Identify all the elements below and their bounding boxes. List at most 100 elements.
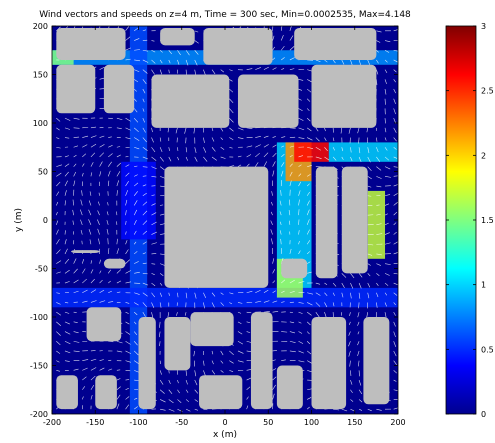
building	[203, 27, 273, 65]
wind-vector	[281, 290, 285, 294]
wind-vector	[56, 331, 61, 336]
wind-vector	[142, 311, 146, 317]
wind-vector	[64, 190, 67, 196]
wind-vector	[332, 156, 337, 161]
x-tick-label: 200	[390, 418, 405, 427]
wind-vector	[279, 230, 282, 235]
wind-vector	[246, 163, 250, 167]
x-tick-label: 0	[222, 418, 227, 427]
wind-vector	[271, 191, 273, 196]
wind-vector	[298, 79, 304, 81]
wind-vector	[108, 368, 113, 371]
wind-vector	[168, 389, 173, 394]
wind-vector	[56, 249, 61, 255]
wind-vector	[175, 127, 178, 134]
wind-vector	[358, 408, 363, 411]
wind-vector	[133, 108, 138, 113]
wind-vector	[73, 171, 77, 177]
wind-vector	[270, 211, 273, 216]
wind-vector	[194, 389, 199, 394]
wind-vector	[306, 350, 312, 355]
wind-vector	[263, 289, 269, 294]
wind-vector	[246, 68, 253, 70]
wind-vector	[125, 155, 129, 158]
wind-vector	[159, 292, 163, 297]
wind-vector	[64, 230, 66, 235]
wind-vector	[97, 210, 100, 216]
wind-vector	[108, 153, 113, 158]
building	[56, 27, 126, 60]
wind-vector	[376, 263, 381, 266]
wind-vector	[393, 273, 398, 275]
wind-vector	[56, 260, 62, 264]
wind-vector	[97, 201, 100, 206]
wind-vector	[90, 152, 96, 158]
wind-vector	[306, 183, 310, 187]
wind-vector	[73, 368, 79, 371]
wind-vector	[281, 301, 285, 303]
wind-vector	[142, 175, 147, 177]
wind-speed-zone	[121, 161, 156, 240]
wind-vector	[367, 292, 370, 299]
wind-vector	[272, 368, 277, 371]
wind-vector	[72, 220, 74, 225]
wind-vector	[73, 145, 79, 148]
building	[86, 307, 122, 342]
wind-vector	[81, 190, 83, 196]
wind-vector	[151, 156, 157, 161]
wind-vector	[80, 219, 83, 225]
wind-vector	[160, 204, 164, 206]
wind-vector	[367, 253, 373, 256]
wind-vector	[384, 69, 388, 74]
wind-vector	[367, 282, 371, 288]
wind-vector	[307, 137, 313, 141]
wind-vector	[98, 238, 100, 245]
wind-vector	[376, 302, 378, 308]
wind-vector	[255, 300, 262, 303]
wind-vector	[384, 232, 390, 235]
wind-vector	[272, 384, 276, 390]
wind-vector	[270, 229, 273, 235]
wind-vector	[134, 165, 138, 167]
wind-vector	[220, 137, 223, 140]
wind-vector	[289, 26, 292, 31]
wind-vector	[358, 156, 362, 163]
wind-vector	[151, 176, 157, 178]
wind-vector	[272, 258, 275, 264]
wind-vector	[177, 59, 180, 65]
wind-vector	[90, 260, 92, 264]
wind-vector	[246, 290, 253, 294]
wind-vector	[272, 35, 275, 41]
wind-vector	[246, 386, 251, 390]
building	[315, 166, 338, 279]
wind-vector	[306, 200, 310, 206]
wind-vector	[116, 269, 122, 274]
wind-vector	[142, 69, 148, 74]
wind-vector	[393, 241, 398, 245]
wind-vector	[298, 155, 304, 158]
wind-vector	[167, 312, 170, 318]
wind-vector	[357, 321, 360, 326]
wind-vector	[168, 50, 172, 55]
wind-vector	[272, 350, 277, 352]
wind-vector	[80, 199, 83, 206]
wind-vector	[134, 397, 138, 400]
wind-vector	[194, 147, 197, 153]
wind-vector	[125, 58, 131, 61]
wind-vector	[90, 126, 97, 129]
wind-vector	[73, 350, 80, 352]
wind-vector	[246, 331, 251, 333]
wind-vector	[211, 350, 214, 355]
wind-vector	[307, 271, 312, 274]
wind-vector	[376, 273, 380, 276]
wind-vector	[350, 408, 355, 412]
wind-vector	[89, 239, 92, 245]
wind-vector	[298, 311, 303, 314]
wind-vector	[90, 375, 96, 381]
wind-vector	[332, 59, 336, 64]
wind-vector	[229, 292, 234, 295]
wind-vector	[125, 311, 129, 314]
wind-vector	[358, 389, 363, 395]
wind-vector	[306, 88, 312, 93]
wind-vector	[289, 180, 292, 187]
